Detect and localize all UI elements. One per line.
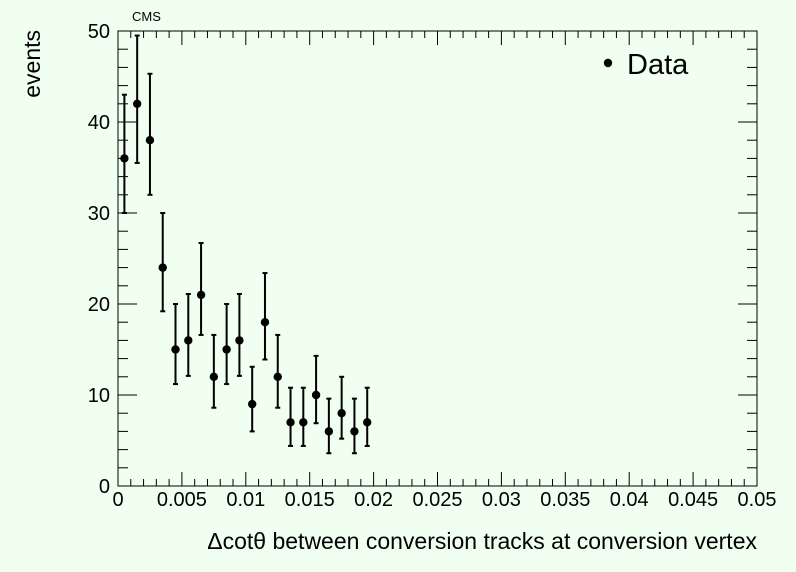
data-point <box>235 292 244 377</box>
chart-title: CMS <box>132 9 161 24</box>
y-tick-label: 10 <box>88 385 110 407</box>
x-tick-label: 0.01 <box>226 489 265 511</box>
y-tick-label: 0 <box>99 476 110 498</box>
marker <box>184 336 193 345</box>
marker <box>311 390 321 400</box>
data-point <box>158 212 167 313</box>
marker <box>286 418 295 427</box>
data-point <box>196 242 206 336</box>
y-axis-ticks: 0 10 20 30 40 50 <box>88 21 757 498</box>
y-tick-label: 50 <box>88 21 110 43</box>
marker <box>247 399 257 409</box>
marker <box>145 136 155 145</box>
legend-marker <box>603 58 613 68</box>
marker <box>209 372 219 381</box>
data-point <box>247 365 257 433</box>
marker <box>158 263 167 272</box>
data-point <box>120 93 129 214</box>
data-point <box>184 292 193 377</box>
x-axis-ticks: 0 0.005 0.01 0.015 0.02 0.025 0.03 0.035 0.04 0.0… <box>112 31 776 511</box>
marker <box>132 99 142 109</box>
x-tick-label: 0 <box>112 489 123 511</box>
x-tick-label: 0.05 <box>738 489 777 511</box>
x-tick-label: 0.045 <box>668 489 718 511</box>
marker <box>222 345 231 354</box>
marker <box>299 418 308 427</box>
y-tick-label: 20 <box>88 294 110 316</box>
x-tick-label: 0.04 <box>610 489 649 511</box>
data-point <box>260 272 270 361</box>
x-tick-label: 0.02 <box>354 489 393 511</box>
marker <box>120 154 129 163</box>
data-point <box>299 386 308 447</box>
data-point <box>209 333 219 409</box>
x-tick-label: 0.015 <box>285 489 335 511</box>
y-tick-label: 40 <box>88 112 110 134</box>
data-point <box>273 333 282 409</box>
x-tick-label: 0.03 <box>482 489 521 511</box>
data-points <box>120 34 372 455</box>
x-tick-label: 0.025 <box>412 489 462 511</box>
marker <box>273 372 282 381</box>
data-point <box>145 72 155 196</box>
legend-label-data: Data <box>627 49 689 81</box>
data-point <box>337 375 346 440</box>
data-point <box>222 303 231 386</box>
data-point <box>132 34 142 164</box>
legend: Data <box>603 49 689 81</box>
plot-frame <box>117 30 758 487</box>
y-tick-label: 30 <box>88 203 110 225</box>
data-point <box>286 386 295 447</box>
marker <box>337 409 346 418</box>
x-tick-label: 0.005 <box>157 489 207 511</box>
marker <box>363 418 372 427</box>
marker <box>324 427 334 436</box>
marker <box>350 427 359 436</box>
data-point <box>363 386 372 447</box>
marker <box>260 318 270 327</box>
data-point <box>350 397 359 455</box>
x-tick-label: 0.035 <box>540 489 590 511</box>
data-point <box>324 397 334 455</box>
data-point <box>311 354 321 425</box>
y-axis-title: events <box>19 30 45 98</box>
x-axis-title: Δcotθ between conversion tracks at conve… <box>207 528 757 554</box>
marker <box>235 336 244 345</box>
data-point <box>171 303 180 386</box>
marker <box>196 290 206 300</box>
marker <box>171 345 180 354</box>
